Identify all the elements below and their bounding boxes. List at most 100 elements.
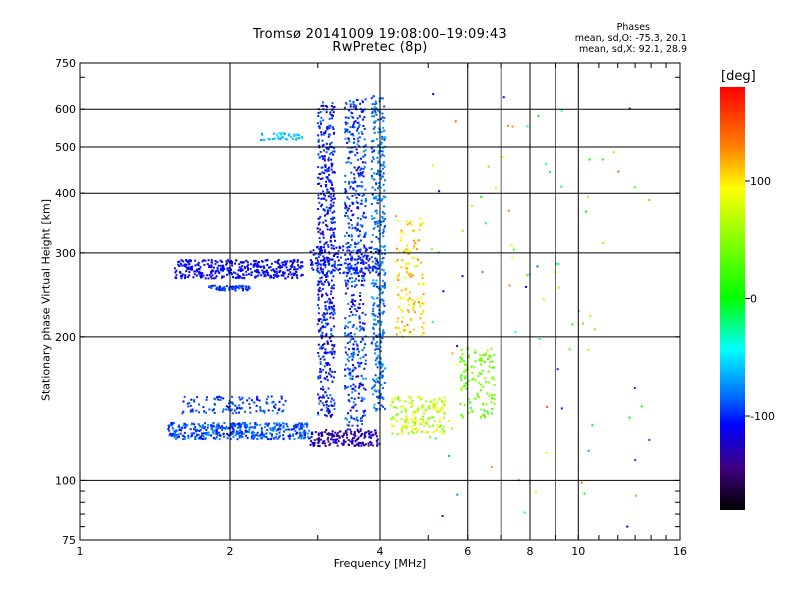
y-tick-label: 200 bbox=[55, 331, 76, 344]
echo-point bbox=[401, 259, 404, 262]
echo-point bbox=[320, 276, 323, 279]
echo-point bbox=[408, 332, 411, 335]
echo-point bbox=[228, 402, 230, 405]
echo-point bbox=[328, 207, 331, 209]
echo-point bbox=[327, 263, 330, 266]
echo-point bbox=[354, 340, 357, 343]
echo-point bbox=[487, 412, 490, 415]
echo-point bbox=[308, 429, 311, 432]
echo-point bbox=[351, 257, 354, 260]
echo-point bbox=[323, 312, 326, 315]
echo-point bbox=[441, 408, 444, 411]
echo-point bbox=[327, 372, 330, 375]
echo-point bbox=[299, 427, 302, 430]
echo-point bbox=[381, 137, 384, 140]
echo-point bbox=[354, 444, 357, 447]
echo-point bbox=[238, 263, 241, 266]
echo-point bbox=[335, 441, 338, 444]
echo-point bbox=[221, 425, 224, 428]
echo-point bbox=[351, 203, 354, 205]
echo-point bbox=[398, 272, 401, 275]
echo-point bbox=[412, 410, 415, 413]
echo-point bbox=[483, 361, 486, 363]
echo-point bbox=[326, 258, 329, 261]
echo-point bbox=[474, 349, 477, 352]
echo-point bbox=[202, 259, 205, 262]
echo-point bbox=[291, 264, 293, 267]
echo-point bbox=[358, 233, 361, 236]
echo-point bbox=[237, 287, 240, 290]
echo-point bbox=[332, 106, 335, 109]
echo-point bbox=[382, 405, 385, 408]
echo-point bbox=[332, 435, 335, 438]
echo-point bbox=[274, 436, 277, 439]
echo-point bbox=[355, 200, 358, 203]
echo-point bbox=[383, 274, 386, 276]
echo-point bbox=[370, 431, 373, 433]
echo-point bbox=[379, 264, 382, 267]
echo-point bbox=[323, 259, 326, 262]
echo-point bbox=[347, 267, 350, 270]
echo-point bbox=[364, 161, 367, 164]
echo-point bbox=[321, 166, 324, 169]
echo-point bbox=[235, 259, 238, 262]
echo-point bbox=[245, 434, 248, 437]
echo-point bbox=[231, 401, 234, 404]
echo-point bbox=[409, 251, 412, 254]
echo-point bbox=[483, 414, 486, 417]
echo-point bbox=[481, 271, 484, 273]
echo-point bbox=[357, 275, 360, 277]
echo-point bbox=[345, 207, 348, 210]
echo-point bbox=[381, 116, 384, 119]
echo-point bbox=[537, 114, 540, 117]
echo-point bbox=[370, 282, 373, 285]
echo-point bbox=[319, 266, 322, 269]
echo-point bbox=[422, 327, 425, 330]
echo-point bbox=[293, 266, 296, 268]
echo-point bbox=[198, 268, 201, 271]
echo-point bbox=[198, 403, 200, 406]
echo-point bbox=[196, 270, 199, 273]
echo-point bbox=[410, 273, 413, 276]
echo-point bbox=[320, 122, 322, 125]
echo-point bbox=[365, 255, 368, 258]
echo-point bbox=[372, 285, 375, 287]
echo-point bbox=[350, 338, 352, 341]
echo-point bbox=[412, 229, 414, 232]
echo-point bbox=[381, 298, 384, 301]
echo-point bbox=[242, 274, 245, 277]
echo-point bbox=[277, 262, 280, 265]
echo-point bbox=[212, 422, 215, 424]
echo-point bbox=[295, 432, 298, 435]
echo-point bbox=[211, 274, 214, 277]
echo-point bbox=[246, 399, 249, 402]
echo-point bbox=[526, 274, 529, 277]
echo-point bbox=[320, 131, 323, 134]
echo-point bbox=[188, 402, 191, 404]
echo-point bbox=[215, 432, 218, 435]
echo-point bbox=[434, 420, 436, 423]
echo-point bbox=[324, 184, 327, 186]
echo-point bbox=[195, 435, 198, 438]
echo-point bbox=[333, 216, 336, 219]
echo-point bbox=[312, 442, 315, 445]
echo-point bbox=[456, 345, 459, 348]
echo-point bbox=[380, 350, 382, 353]
echo-point bbox=[317, 288, 320, 291]
echo-point bbox=[225, 260, 228, 263]
echo-point bbox=[215, 436, 218, 439]
echo-point bbox=[351, 181, 354, 183]
echo-point bbox=[238, 276, 241, 279]
echo-point bbox=[365, 258, 368, 260]
echo-point bbox=[364, 414, 367, 417]
echo-point bbox=[358, 386, 361, 389]
echo-point bbox=[345, 262, 347, 265]
echo-point bbox=[317, 318, 320, 321]
echo-point bbox=[292, 433, 295, 436]
echo-point bbox=[223, 289, 226, 292]
echo-point bbox=[271, 409, 274, 412]
echo-point bbox=[419, 225, 422, 227]
echo-point bbox=[383, 286, 386, 289]
echo-point bbox=[378, 356, 381, 359]
echo-point bbox=[375, 269, 378, 272]
